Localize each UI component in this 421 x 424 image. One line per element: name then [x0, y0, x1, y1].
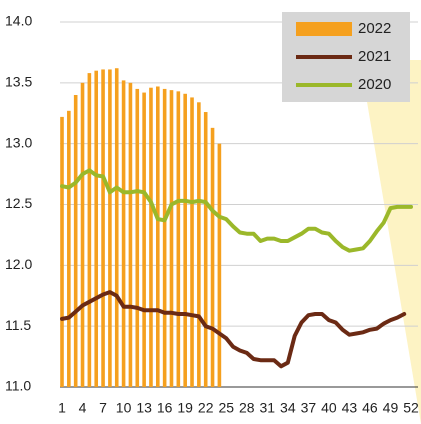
bar: [128, 82, 133, 387]
x-tick-label: 4: [79, 400, 87, 416]
bar: [121, 80, 126, 388]
x-tick-label: 25: [218, 400, 234, 416]
y-tick-label: 13.0: [5, 134, 32, 150]
bar: [176, 91, 181, 387]
bar: [108, 69, 112, 387]
bar: [156, 86, 160, 387]
x-tick-label: 16: [157, 400, 173, 416]
y-tick-label: 13.5: [5, 74, 32, 90]
x-tick-label: 46: [362, 400, 378, 416]
x-tick-label: 52: [403, 400, 419, 416]
bar: [217, 143, 222, 387]
bar: [87, 73, 92, 387]
x-tick-label: 7: [99, 400, 107, 416]
bar: [142, 92, 146, 388]
bar: [183, 93, 187, 388]
x-tick-label: 22: [198, 400, 214, 416]
bar: [67, 110, 71, 388]
y-tick-label: 14.0: [5, 13, 32, 29]
x-tick-label: 37: [301, 400, 317, 416]
x-tick-label: 49: [383, 400, 399, 416]
x-tick-label: 28: [239, 400, 255, 416]
legend-label: 2022: [358, 20, 391, 37]
bar: [190, 97, 194, 387]
y-tick-label: 11.5: [5, 317, 31, 333]
x-tick-label: 34: [280, 400, 296, 416]
x-tick-label: 19: [177, 400, 193, 416]
x-tick-label: 13: [136, 400, 152, 416]
x-tick-label: 43: [342, 400, 358, 416]
bar: [169, 90, 174, 387]
bar: [60, 116, 64, 388]
x-tick-label: 40: [321, 400, 337, 416]
line: [60, 290, 407, 369]
y-tick-label: 12.5: [5, 195, 32, 211]
bar: [203, 112, 208, 388]
bar: [197, 102, 201, 388]
x-tick-label: 1: [58, 400, 66, 416]
legend-label: 2020: [358, 76, 391, 93]
bar: [80, 82, 85, 387]
legend-label: 2021: [358, 48, 391, 65]
x-tick-label: 31: [260, 400, 276, 416]
line: [60, 168, 413, 253]
bar: [149, 87, 153, 387]
bar: [135, 88, 140, 388]
legend-swatch: [296, 22, 352, 36]
bar: [162, 88, 167, 388]
background-decoration: [360, 60, 421, 424]
bar: [101, 69, 105, 387]
bar: [210, 127, 215, 387]
y-tick-label: 12.0: [5, 256, 32, 272]
x-tick-label: 10: [116, 400, 132, 416]
bar: [73, 95, 78, 387]
bar: [94, 70, 99, 388]
y-tick-label: 11.0: [5, 378, 31, 394]
bar: [114, 68, 119, 387]
